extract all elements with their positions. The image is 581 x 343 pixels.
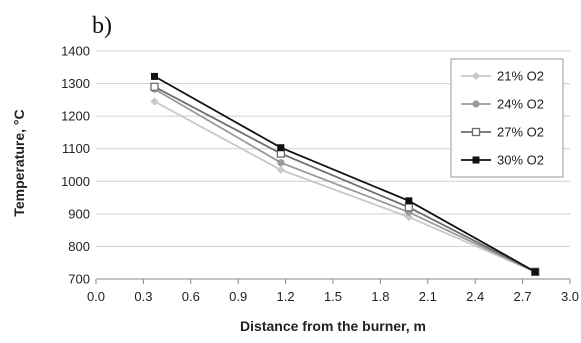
legend-marker <box>471 127 481 137</box>
series-group <box>150 72 539 276</box>
y-tick-labels: 700 800 900 1000 1100 1200 1300 1400 <box>61 44 90 287</box>
y-tick-label: 1300 <box>61 76 90 91</box>
y-tick-label: 1400 <box>61 44 90 59</box>
series-line <box>154 88 536 273</box>
x-tick-label: 0.6 <box>182 289 200 304</box>
x-tick-label: 1.5 <box>324 289 342 304</box>
series-line <box>154 86 536 273</box>
x-tick-labels: 0.0 0.3 0.6 0.9 1.2 1.5 1.8 2.1 2.4 2.7 3.0 <box>87 289 579 304</box>
x-tick-label: 1.8 <box>371 289 389 304</box>
y-tick-label: 800 <box>68 239 90 254</box>
y-tick-label: 700 <box>68 272 90 287</box>
x-tick-label: 2.7 <box>514 289 532 304</box>
legend-marker <box>472 72 480 80</box>
series-line <box>154 75 536 273</box>
legend-label: 27% O2 <box>497 125 544 140</box>
data-point <box>150 97 159 106</box>
y-tick-label: 1200 <box>61 109 90 124</box>
y-tick-label: 1100 <box>62 141 90 156</box>
data-point <box>277 159 285 167</box>
x-tick-label: 1.2 <box>277 289 295 304</box>
y-tick-label: 1000 <box>61 174 90 189</box>
y-tick-label: 900 <box>68 206 90 221</box>
x-axis-label: Distance from the burner, m <box>240 318 426 334</box>
axes <box>95 278 571 284</box>
x-tick-label: 2.1 <box>419 289 437 304</box>
data-point <box>150 82 159 91</box>
data-point <box>404 203 413 212</box>
data-point <box>531 268 539 276</box>
x-tick-label: 0.3 <box>134 289 152 304</box>
x-tick-label: 3.0 <box>561 289 579 304</box>
series-group <box>150 72 540 276</box>
data-point <box>405 197 413 205</box>
legend-box <box>450 58 564 178</box>
data-point <box>276 165 285 174</box>
x-tick-label: 2.4 <box>466 289 484 304</box>
data-point <box>277 144 285 152</box>
legend-label: 24% O2 <box>497 97 544 112</box>
x-tick-label: 0.9 <box>229 289 247 304</box>
gridlines <box>96 50 570 247</box>
legend-label: 21% O2 <box>497 69 544 84</box>
panel-label: b) <box>92 13 112 39</box>
legend: 21% O2 24% O2 27% O2 30% O2 <box>450 58 564 178</box>
data-point <box>150 72 158 80</box>
legend-marker <box>472 156 480 164</box>
y-axis-label: Temperature, °C <box>11 109 27 216</box>
series-line <box>154 100 536 273</box>
legend-label: 30% O2 <box>497 153 544 168</box>
legend-marker <box>472 100 480 108</box>
x-tick-label: 0.0 <box>87 289 105 304</box>
